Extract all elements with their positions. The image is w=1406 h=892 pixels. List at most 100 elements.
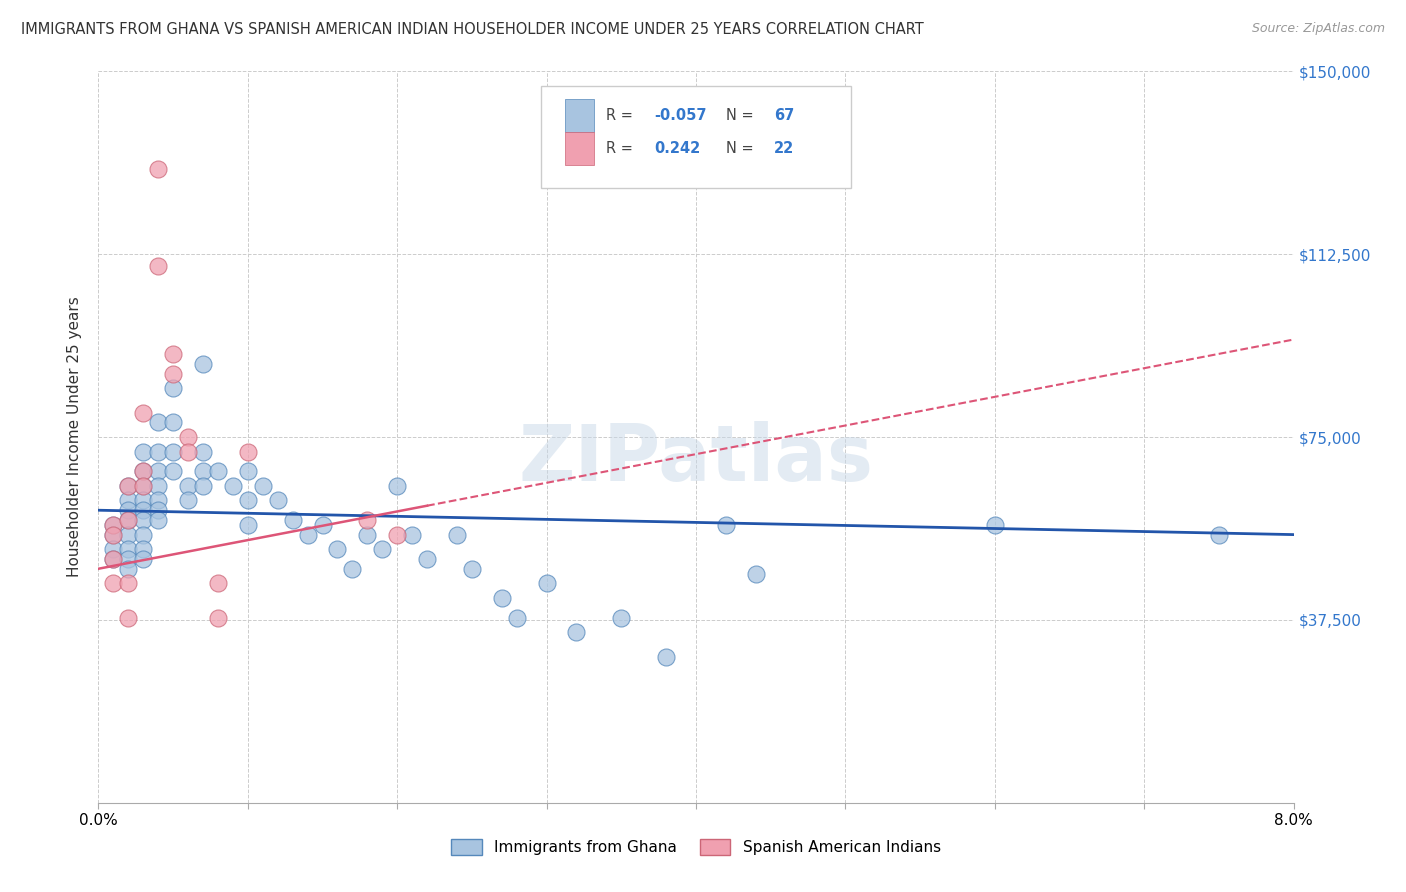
Point bbox=[132, 493, 155, 508]
Point bbox=[117, 562, 139, 576]
Point bbox=[236, 517, 259, 532]
Point bbox=[191, 479, 214, 493]
Text: Source: ZipAtlas.com: Source: ZipAtlas.com bbox=[1251, 22, 1385, 36]
Point bbox=[1208, 527, 1230, 541]
Point bbox=[103, 552, 125, 566]
Point bbox=[416, 552, 439, 566]
Point bbox=[162, 444, 184, 458]
Point bbox=[326, 542, 349, 557]
Point bbox=[177, 444, 200, 458]
Point bbox=[177, 493, 200, 508]
Point bbox=[207, 576, 229, 591]
Point bbox=[148, 416, 170, 430]
Point bbox=[461, 562, 484, 576]
Point bbox=[177, 430, 200, 444]
Point bbox=[117, 552, 139, 566]
Point bbox=[162, 367, 184, 381]
Point bbox=[236, 493, 259, 508]
Point bbox=[132, 444, 155, 458]
Point bbox=[132, 406, 155, 420]
Point bbox=[117, 542, 139, 557]
Point bbox=[117, 576, 139, 591]
Point bbox=[117, 610, 139, 624]
Point bbox=[132, 527, 155, 541]
Point bbox=[191, 444, 214, 458]
Point bbox=[103, 527, 125, 541]
Point bbox=[132, 552, 155, 566]
Point bbox=[236, 464, 259, 478]
Point bbox=[281, 513, 304, 527]
Point bbox=[565, 625, 588, 640]
Point bbox=[132, 464, 155, 478]
Point bbox=[311, 517, 333, 532]
Point bbox=[655, 649, 678, 664]
Text: 22: 22 bbox=[773, 141, 794, 156]
Point bbox=[491, 591, 513, 605]
Text: 0.242: 0.242 bbox=[654, 141, 700, 156]
Point bbox=[191, 357, 214, 371]
Point bbox=[236, 444, 259, 458]
Legend: Immigrants from Ghana, Spanish American Indians: Immigrants from Ghana, Spanish American … bbox=[446, 833, 946, 861]
Point bbox=[446, 527, 468, 541]
Point bbox=[117, 513, 139, 527]
Point bbox=[117, 503, 139, 517]
Point bbox=[252, 479, 274, 493]
Point bbox=[342, 562, 364, 576]
Point bbox=[117, 479, 139, 493]
Point bbox=[132, 464, 155, 478]
Point bbox=[132, 542, 155, 557]
Text: R =: R = bbox=[606, 141, 643, 156]
Point bbox=[162, 381, 184, 395]
Y-axis label: Householder Income Under 25 years: Householder Income Under 25 years bbox=[67, 297, 83, 577]
Text: N =: N = bbox=[725, 141, 758, 156]
Point bbox=[162, 464, 184, 478]
Point bbox=[610, 610, 633, 624]
Point bbox=[297, 527, 319, 541]
Point bbox=[356, 527, 378, 541]
Point bbox=[103, 517, 125, 532]
Point bbox=[401, 527, 423, 541]
Text: IMMIGRANTS FROM GHANA VS SPANISH AMERICAN INDIAN HOUSEHOLDER INCOME UNDER 25 YEA: IMMIGRANTS FROM GHANA VS SPANISH AMERICA… bbox=[21, 22, 924, 37]
Point bbox=[148, 161, 170, 176]
Point bbox=[117, 493, 139, 508]
Point bbox=[371, 542, 394, 557]
Point bbox=[162, 347, 184, 361]
Point bbox=[103, 517, 125, 532]
FancyBboxPatch shape bbox=[541, 86, 852, 188]
FancyBboxPatch shape bbox=[565, 99, 595, 132]
Point bbox=[506, 610, 529, 624]
Point bbox=[148, 503, 170, 517]
Point bbox=[103, 542, 125, 557]
Point bbox=[148, 260, 170, 274]
Point bbox=[132, 503, 155, 517]
Point bbox=[267, 493, 290, 508]
Point bbox=[385, 527, 409, 541]
Point bbox=[132, 513, 155, 527]
Point bbox=[177, 479, 200, 493]
Point bbox=[132, 479, 155, 493]
Point bbox=[162, 416, 184, 430]
FancyBboxPatch shape bbox=[565, 132, 595, 165]
Text: ZIPatlas: ZIPatlas bbox=[519, 421, 873, 497]
Point bbox=[148, 464, 170, 478]
Point bbox=[103, 576, 125, 591]
Point bbox=[222, 479, 245, 493]
Text: N =: N = bbox=[725, 108, 758, 123]
Point bbox=[117, 527, 139, 541]
Point bbox=[191, 464, 214, 478]
Text: R =: R = bbox=[606, 108, 638, 123]
Point bbox=[148, 493, 170, 508]
Text: 67: 67 bbox=[773, 108, 794, 123]
Point bbox=[148, 513, 170, 527]
Point bbox=[103, 552, 125, 566]
Point bbox=[745, 566, 768, 581]
Point bbox=[207, 610, 229, 624]
Point bbox=[356, 513, 378, 527]
Point bbox=[148, 479, 170, 493]
Text: -0.057: -0.057 bbox=[654, 108, 707, 123]
Point bbox=[117, 513, 139, 527]
Point bbox=[132, 479, 155, 493]
Point bbox=[207, 464, 229, 478]
Point bbox=[117, 479, 139, 493]
Point bbox=[385, 479, 409, 493]
